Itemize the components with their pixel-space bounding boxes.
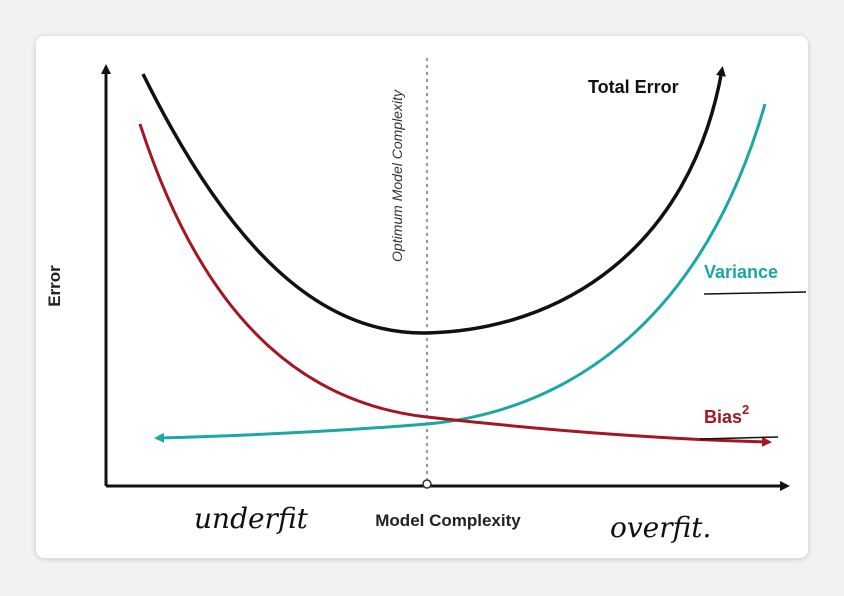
y-axis-label: Error xyxy=(45,265,64,307)
series-bias-line xyxy=(138,123,772,447)
annotation-overfit: overfit. xyxy=(610,511,711,544)
legend-bias-superscript: 2 xyxy=(742,402,749,417)
legend-bias: Bias2 xyxy=(704,402,749,427)
variance-underline xyxy=(703,291,807,295)
series-variance-line xyxy=(154,103,767,443)
optimum-marker xyxy=(422,479,432,489)
optimum-label: Optimum Model Complexity xyxy=(389,89,405,262)
annotation-underfit: underfit xyxy=(194,502,309,535)
bias-tail-stroke xyxy=(699,436,779,440)
legend-total-error: Total Error xyxy=(588,77,679,97)
legend-variance: Variance xyxy=(704,262,778,282)
legend-bias-name: Bias xyxy=(704,407,742,427)
chart-card xyxy=(36,36,808,558)
x-axis-label: Model Complexity xyxy=(375,511,521,530)
series-total-error-line xyxy=(141,66,726,335)
